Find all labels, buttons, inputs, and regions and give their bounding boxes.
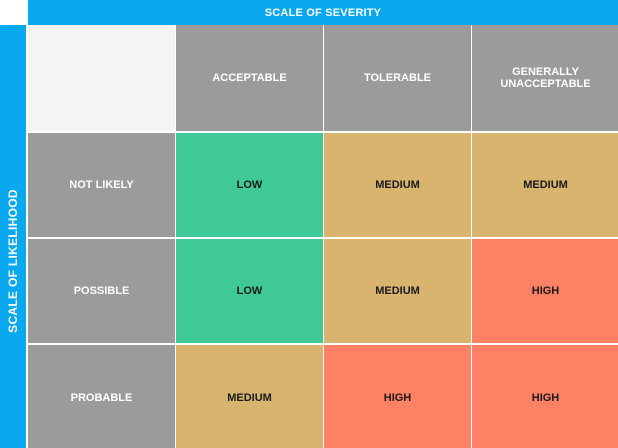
risk-cell-2-1: LOW xyxy=(176,239,323,343)
risk-matrix: ACCEPTABLE TOLERABLE GENERALLY UNACCEPTABL… xyxy=(28,25,618,448)
risk-cell-3-1: MEDIUM xyxy=(176,345,323,448)
likelihood-header-1-label: NOT LIKELY xyxy=(69,179,134,191)
likelihood-header-3-label: PROBABLE xyxy=(70,391,133,404)
severity-scale-title: SCALE OF SEVERITY xyxy=(264,6,382,19)
severity-header-2-label: TOLERABLE xyxy=(363,72,432,84)
risk-cell-1-2-label: MEDIUM xyxy=(375,179,420,191)
risk-cell-2-2: MEDIUM xyxy=(324,239,471,343)
likelihood-scale-banner: SCALE OF LIKELIHOOD xyxy=(0,25,26,448)
risk-cell-2-3: HIGH xyxy=(472,239,618,343)
likelihood-header-2-label: POSSIBLE xyxy=(73,285,130,297)
risk-cell-3-3: HIGH xyxy=(472,345,618,448)
risk-cell-1-1: LOW xyxy=(176,133,323,237)
risk-cell-1-3-label: MEDIUM xyxy=(523,179,568,191)
risk-cell-2-1-label: LOW xyxy=(236,285,263,297)
likelihood-header-2: POSSIBLE xyxy=(28,239,175,343)
likelihood-header-1: NOT LIKELY xyxy=(28,133,175,237)
severity-header-3: GENERALLY UNACCEPTABLE xyxy=(472,25,618,131)
risk-cell-3-3-label: HIGH xyxy=(531,391,560,404)
severity-header-1-label: ACCEPTABLE xyxy=(212,72,287,84)
risk-cell-1-1-label: LOW xyxy=(236,179,263,191)
risk-cell-1-2: MEDIUM xyxy=(324,133,471,237)
severity-header-1: ACCEPTABLE xyxy=(176,25,323,131)
matrix-corner xyxy=(28,25,175,131)
severity-header-2: TOLERABLE xyxy=(324,25,471,131)
likelihood-scale-title: SCALE OF LIKELIHOOD xyxy=(6,189,20,333)
risk-cell-3-1-label: MEDIUM xyxy=(227,391,272,404)
risk-cell-2-2-label: MEDIUM xyxy=(375,285,420,297)
risk-cell-3-2: HIGH xyxy=(324,345,471,448)
likelihood-header-3: PROBABLE xyxy=(28,345,175,448)
severity-header-3-label: GENERALLY UNACCEPTABLE xyxy=(500,66,591,90)
risk-cell-3-2-label: HIGH xyxy=(383,391,412,404)
risk-cell-2-3-label: HIGH xyxy=(531,285,560,297)
severity-scale-banner: SCALE OF SEVERITY xyxy=(28,0,618,25)
risk-cell-1-3: MEDIUM xyxy=(472,133,618,237)
